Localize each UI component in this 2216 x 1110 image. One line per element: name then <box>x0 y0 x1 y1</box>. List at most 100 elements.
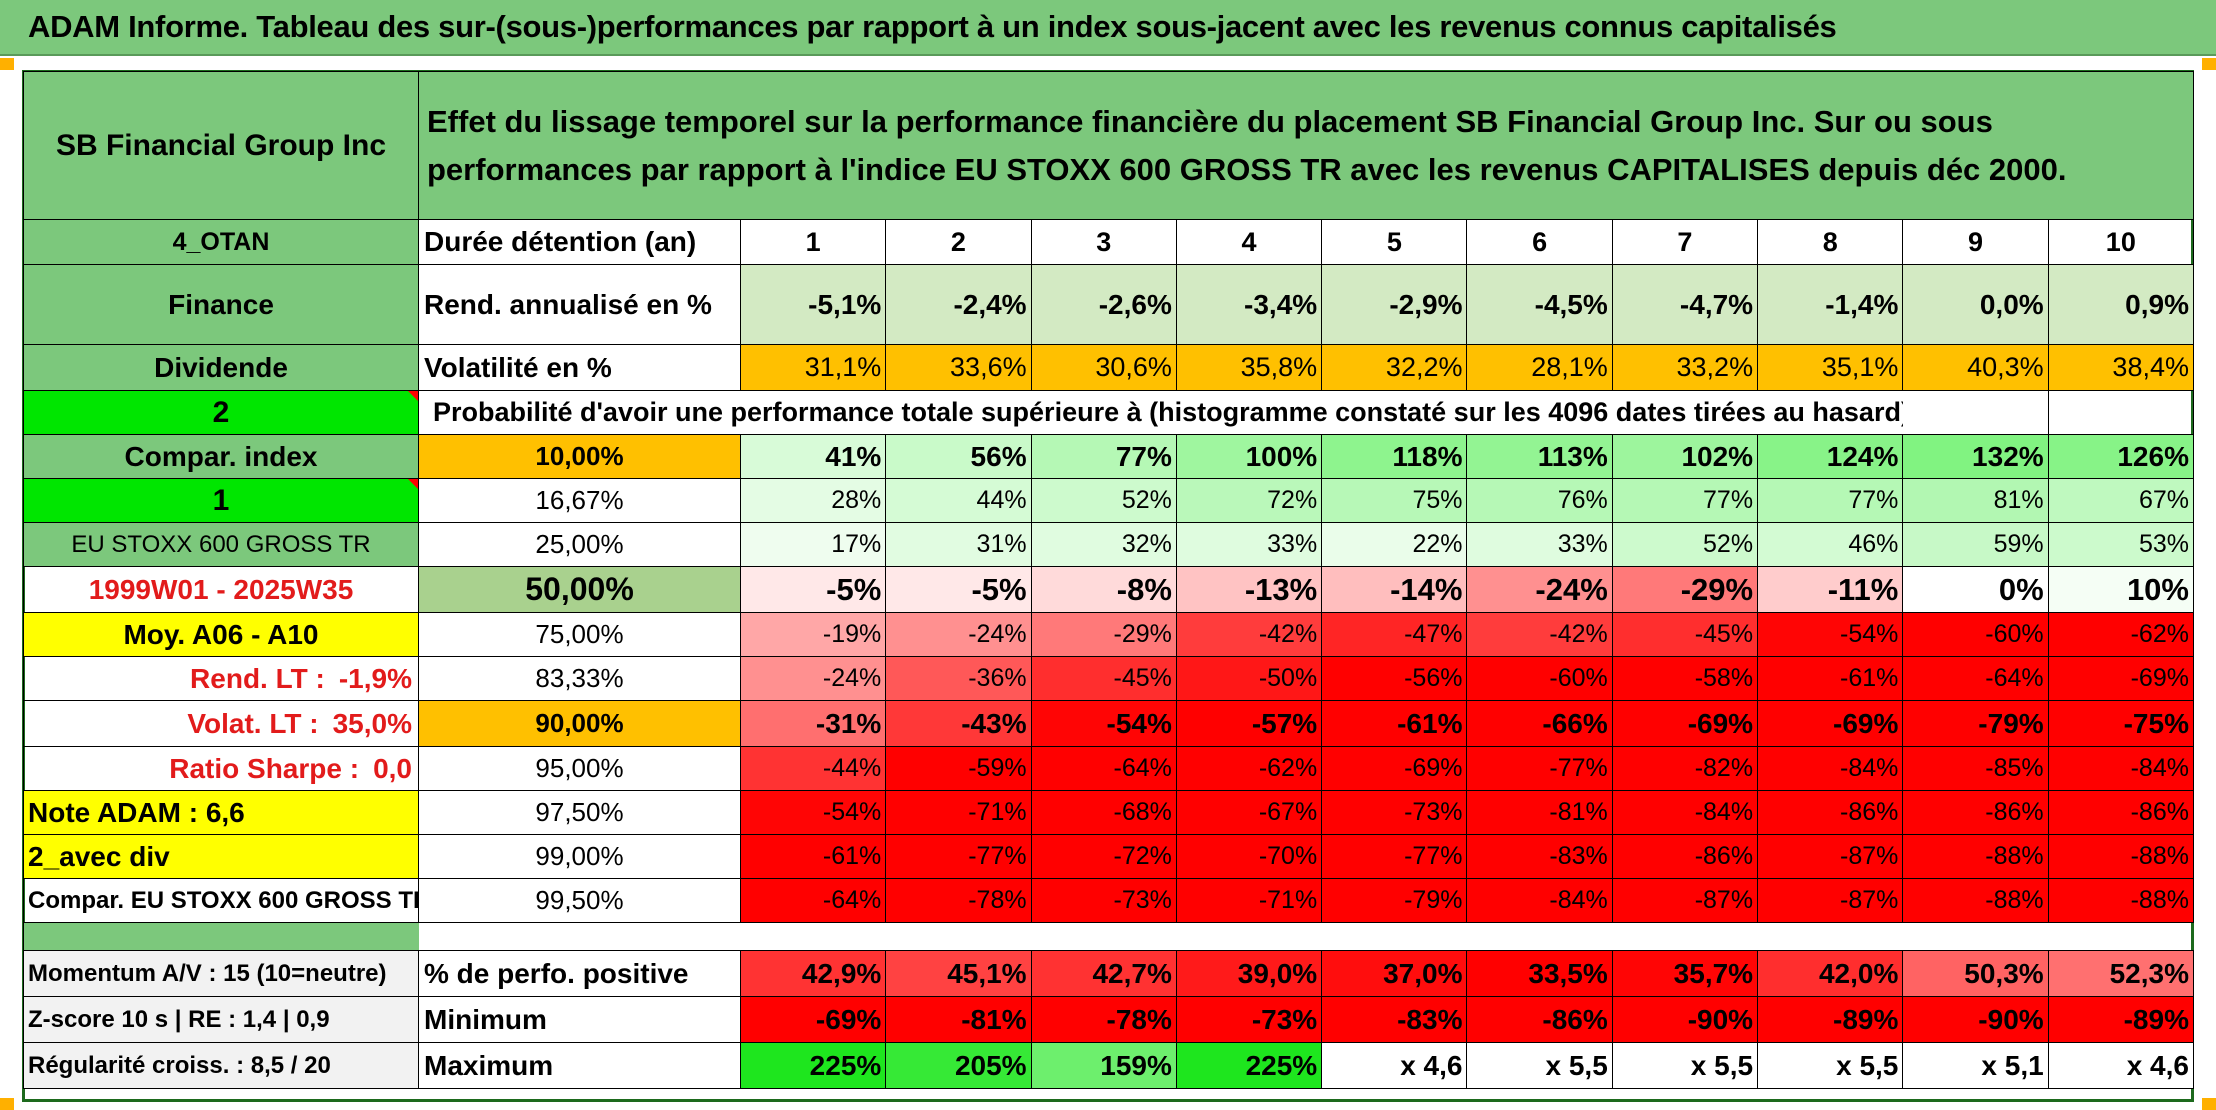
annualized-return-cell: 0,9% <box>2047 264 2194 345</box>
performance-cell: -54% <box>1757 612 1904 657</box>
percentile-cell: 75,00% <box>418 612 741 657</box>
year-header: 5 <box>1321 219 1468 265</box>
year-header: 10 <box>2047 219 2194 265</box>
summary-cell: 45,1% <box>885 950 1032 997</box>
performance-cell: 32% <box>1030 522 1177 567</box>
summary-cell: -89% <box>2047 996 2194 1043</box>
probability-label: Probabilité d'avoir une performance tota… <box>417 390 1903 435</box>
summary-cell: x 4,6 <box>1321 1042 1468 1089</box>
performance-cell: -60% <box>1902 612 2049 657</box>
summary-cell: 159% <box>1030 1042 1177 1089</box>
summary-cell: 42,7% <box>1030 950 1177 997</box>
performance-cell: -54% <box>739 790 887 835</box>
corner-marker <box>2202 1098 2216 1110</box>
performance-cell: -24% <box>1466 566 1613 613</box>
volatility-cell: 35,8% <box>1175 344 1323 391</box>
index-name: EU STOXX 600 GROSS TR <box>23 522 419 567</box>
performance-cell: -60% <box>1466 656 1613 701</box>
long-term-volatility: Volat. LT : 35,0% <box>23 700 419 747</box>
performance-cell: -47% <box>1321 612 1468 657</box>
volatility-cell: 35,1% <box>1757 344 1904 391</box>
performance-cell: -69% <box>1321 746 1468 791</box>
performance-cell: -62% <box>1175 746 1323 791</box>
performance-cell: 53% <box>2047 522 2194 567</box>
performance-cell: -85% <box>1902 746 2049 791</box>
adam-note: Note ADAM : 6,6 <box>23 790 419 835</box>
performance-cell: 132% <box>1902 434 2049 479</box>
chart-description: Effet du lissage temporel sur la perform… <box>418 71 2194 220</box>
performance-cell: 113% <box>1466 434 1613 479</box>
annualized-return-cell: -2,6% <box>1030 264 1177 345</box>
summary-cell: x 5,5 <box>1611 1042 1759 1089</box>
performance-cell: 56% <box>885 434 1032 479</box>
performance-cell: -64% <box>1030 746 1177 791</box>
performance-cell: 22% <box>1321 522 1468 567</box>
annualized-return-cell: -4,5% <box>1466 264 1613 345</box>
annualized-return-cell: -3,4% <box>1175 264 1323 345</box>
year-header: 4 <box>1175 219 1323 265</box>
performance-cell: -84% <box>2047 746 2194 791</box>
percentile-cell: 99,00% <box>418 834 741 879</box>
type-label: Dividende <box>23 344 419 391</box>
performance-cell: 75% <box>1321 478 1468 523</box>
performance-cell: -58% <box>1611 656 1759 701</box>
performance-cell: -5% <box>739 566 887 613</box>
summary-cell: 37,0% <box>1321 950 1468 997</box>
year-header: 6 <box>1466 219 1613 265</box>
year-header: 2 <box>885 219 1032 265</box>
percentile-cell: 90,00% <box>418 700 741 747</box>
performance-cell: -64% <box>1902 656 2049 701</box>
summary-cell: -89% <box>1757 996 1904 1043</box>
performance-cell: -56% <box>1321 656 1468 701</box>
performance-cell: 81% <box>1902 478 2049 523</box>
report-title: ADAM Informe. Tableau des sur-(sous-)per… <box>0 0 2216 56</box>
performance-cell: -24% <box>885 612 1032 657</box>
summary-cell: 42,9% <box>739 950 887 997</box>
performance-cell: -84% <box>1466 878 1613 923</box>
performance-cell: -45% <box>1030 656 1177 701</box>
volatility-label: Volatilité en % <box>418 344 741 391</box>
summary-cell: x 5,1 <box>1902 1042 2049 1089</box>
summary-cell: 39,0% <box>1175 950 1323 997</box>
summary-cell: 225% <box>739 1042 887 1089</box>
performance-cell: -71% <box>1175 878 1323 923</box>
volatility-cell: 28,1% <box>1466 344 1613 391</box>
performance-cell: -84% <box>1611 790 1759 835</box>
performance-cell: -78% <box>885 878 1032 923</box>
summary-cell: -90% <box>1611 996 1759 1043</box>
summary-cell: 42,0% <box>1757 950 1904 997</box>
summary-cell: 50,3% <box>1902 950 2049 997</box>
summary-cell: 52,3% <box>2047 950 2194 997</box>
percentile-cell: 99,50% <box>418 878 741 923</box>
performance-cell: -86% <box>1757 790 1904 835</box>
performance-cell: 44% <box>885 478 1032 523</box>
performance-cell: 52% <box>1611 522 1759 567</box>
empty-cell <box>2047 390 2194 435</box>
performance-cell: 102% <box>1611 434 1759 479</box>
performance-cell: -67% <box>1175 790 1323 835</box>
comparison-label: Compar. EU STOXX 600 GROSS TR <box>23 878 419 923</box>
percentile-cell: 16,67% <box>418 478 741 523</box>
percentile-cell: 50,00% <box>418 566 741 613</box>
performance-cell: -13% <box>1175 566 1323 613</box>
year-header: 3 <box>1030 219 1177 265</box>
summary-cell: x 5,5 <box>1757 1042 1904 1089</box>
performance-cell: -11% <box>1757 566 1904 613</box>
performance-cell: 77% <box>1757 478 1904 523</box>
average-label: Moy. A06 - A10 <box>23 612 419 657</box>
annualized-return-cell: -2,9% <box>1321 264 1468 345</box>
performance-cell: -81% <box>1466 790 1613 835</box>
performance-cell: -54% <box>1030 700 1177 747</box>
performance-cell: -77% <box>885 834 1032 879</box>
performance-cell: -66% <box>1466 700 1613 747</box>
performance-cell: -45% <box>1611 612 1759 657</box>
performance-cell: -69% <box>2047 656 2194 701</box>
performance-cell: -77% <box>1321 834 1468 879</box>
annualized-return-cell: -1,4% <box>1757 264 1904 345</box>
corner-marker <box>2202 58 2216 70</box>
percentile-cell: 95,00% <box>418 746 741 791</box>
performance-cell: 76% <box>1466 478 1613 523</box>
performance-cell: 46% <box>1757 522 1904 567</box>
performance-cell: 100% <box>1175 434 1323 479</box>
summary-cell: 35,7% <box>1611 950 1759 997</box>
